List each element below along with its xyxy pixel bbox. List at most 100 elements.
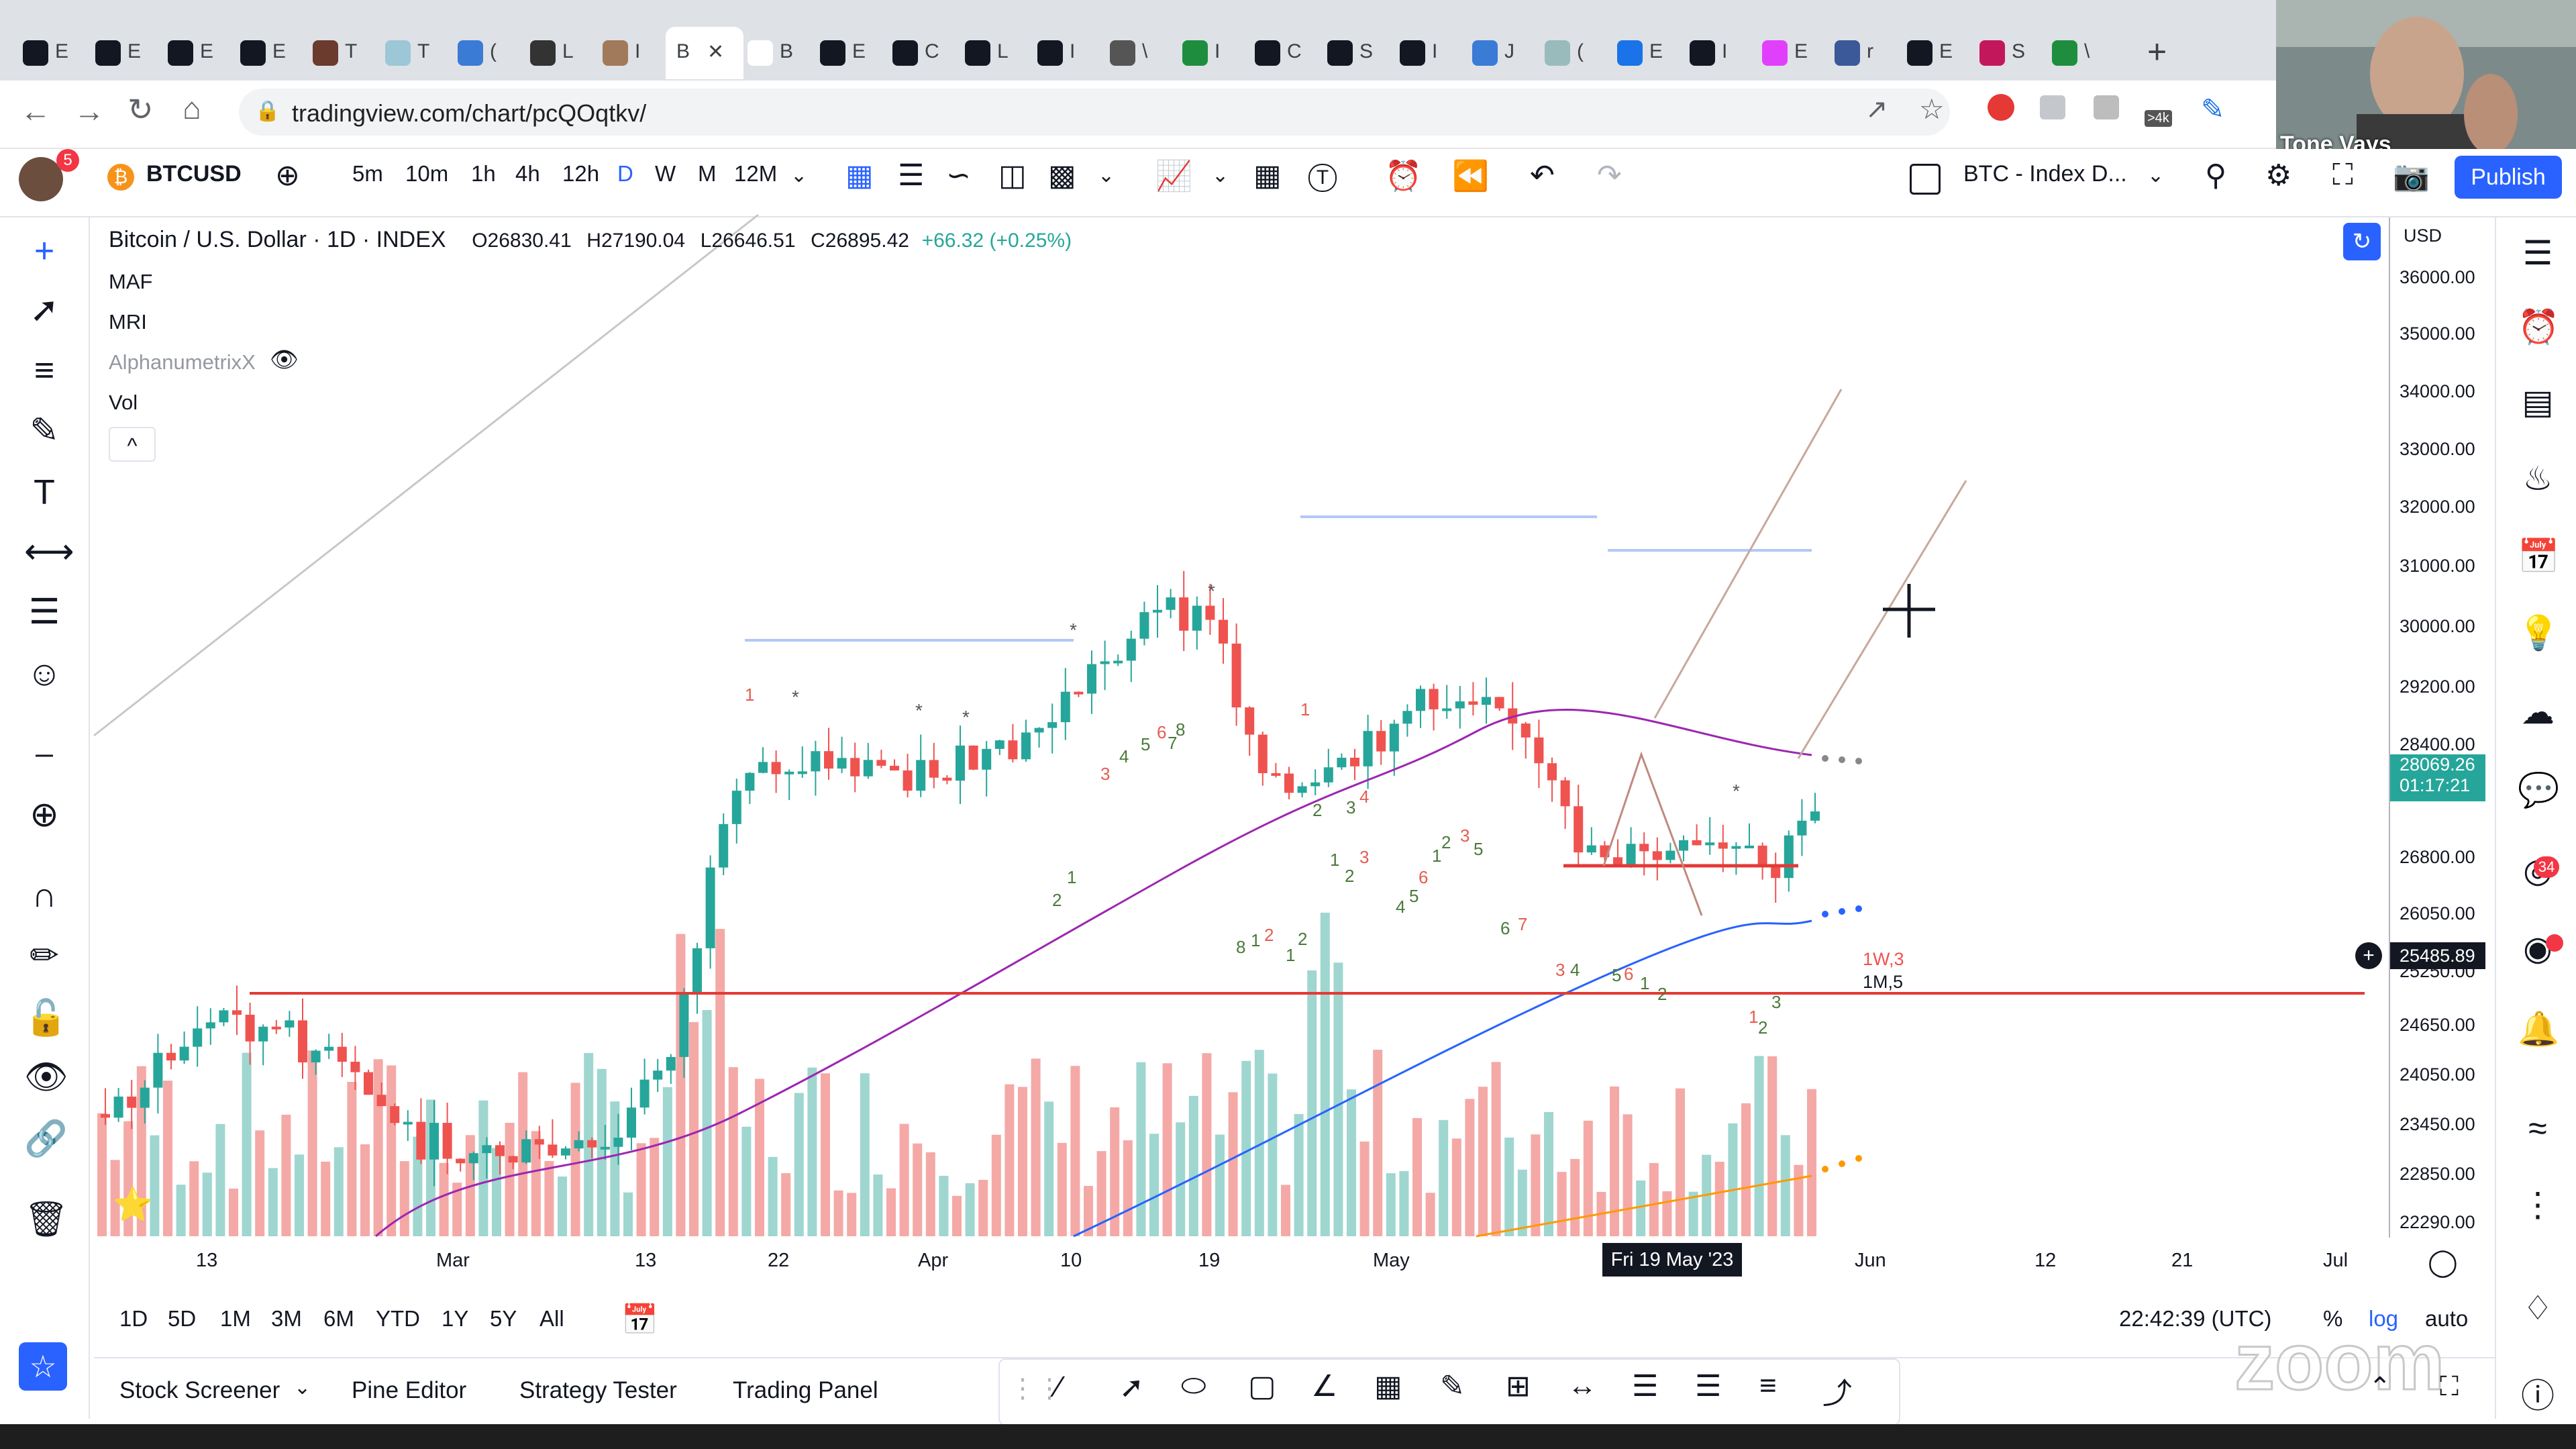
redo-icon[interactable]: ↷ bbox=[1597, 159, 1622, 192]
browser-tab-active[interactable]: B ✕ bbox=[666, 27, 743, 79]
range-ytd[interactable]: YTD bbox=[376, 1306, 420, 1331]
fullscreen-icon[interactable]: ⛶ bbox=[2332, 158, 2353, 191]
browser-tab[interactable]: I bbox=[1173, 27, 1240, 79]
watchlist-icon[interactable]: ☰ bbox=[2522, 234, 2553, 272]
browser-tab[interactable]: E bbox=[1608, 27, 1675, 79]
go-to-date-icon[interactable]: 📅 bbox=[621, 1303, 658, 1336]
range-3m[interactable]: 3M bbox=[271, 1306, 302, 1331]
reload-icon[interactable]: ↻ bbox=[127, 92, 154, 127]
fib-tool-icon[interactable]: ≡ bbox=[34, 351, 55, 390]
maximize-panel-icon[interactable]: ⌃ bbox=[2369, 1372, 2391, 1402]
home-icon[interactable]: ⌂ bbox=[183, 91, 201, 126]
compare-add-icon[interactable]: ⊕ bbox=[275, 159, 300, 192]
fd-path-icon[interactable]: ⤴ bbox=[1822, 1377, 1852, 1410]
range-all[interactable]: All bbox=[539, 1306, 564, 1331]
help-icon[interactable]: ⓘ bbox=[2521, 1377, 2555, 1415]
timeframe-10m[interactable]: 10m bbox=[405, 161, 449, 186]
browser-tab[interactable]: J bbox=[1463, 27, 1530, 79]
trend-line-tool-icon[interactable]: ➚ bbox=[30, 291, 59, 330]
browser-tab[interactable]: B bbox=[738, 27, 805, 79]
emoji-tool-icon[interactable]: ☺ bbox=[26, 654, 62, 693]
browser-tab[interactable]: ( bbox=[448, 27, 515, 79]
browser-tab[interactable]: C bbox=[1245, 27, 1312, 79]
line-chart-icon[interactable]: ∽ bbox=[946, 159, 971, 192]
browser-tab[interactable]: E bbox=[1898, 27, 1965, 79]
url-field[interactable] bbox=[239, 89, 1950, 136]
browser-tab[interactable]: L bbox=[521, 27, 588, 79]
extension-k-icon[interactable] bbox=[2094, 95, 2119, 119]
brush-tool-icon[interactable]: ✎ bbox=[30, 411, 59, 450]
zoom-in-tool-icon[interactable]: ⊕ bbox=[30, 795, 59, 834]
data-window-icon[interactable]: ▤ bbox=[2522, 383, 2554, 421]
trading-wave-icon[interactable]: ≈ bbox=[2528, 1109, 2547, 1147]
extension-pen-icon[interactable]: ✎ bbox=[2201, 93, 2225, 125]
indicator-vol[interactable]: Vol bbox=[109, 391, 138, 414]
close-tab-icon[interactable]: ✕ bbox=[707, 41, 725, 63]
fd-lines-icon[interactable]: ≡ bbox=[1759, 1369, 1777, 1402]
legend-collapse-button[interactable]: ^ bbox=[109, 427, 156, 462]
log-toggle[interactable]: log bbox=[2369, 1306, 2399, 1331]
percent-toggle[interactable]: % bbox=[2323, 1306, 2343, 1331]
timeframe-W[interactable]: W bbox=[655, 161, 676, 186]
indicators-icon[interactable]: 📈 bbox=[1155, 160, 1192, 193]
symbol-search[interactable]: BTCUSD bbox=[146, 161, 242, 187]
publish-button[interactable]: Publish bbox=[2455, 156, 2562, 199]
candles-icon[interactable]: ▦ bbox=[845, 159, 874, 192]
browser-tab[interactable]: I bbox=[1390, 27, 1457, 79]
price-axis[interactable] bbox=[2389, 217, 2491, 1238]
layout-name[interactable]: BTC - Index D... bbox=[1963, 161, 2127, 187]
panel-stock-screener[interactable]: Stock Screener bbox=[119, 1377, 280, 1403]
range-5y[interactable]: 5Y bbox=[490, 1306, 517, 1331]
indicator-maf[interactable]: MAF bbox=[109, 270, 153, 293]
layout-dropdown-icon[interactable]: ⌄ bbox=[2147, 164, 2165, 187]
back-icon[interactable]: ← bbox=[20, 93, 51, 128]
hidden-eye-icon[interactable]: 👁 bbox=[270, 347, 299, 372]
browser-tab[interactable]: I bbox=[1680, 27, 1747, 79]
screener-dropdown-icon[interactable]: ⌄ bbox=[294, 1377, 311, 1399]
fd-brush-icon[interactable]: ✎ bbox=[1440, 1370, 1465, 1403]
browser-tab[interactable]: E bbox=[13, 27, 81, 79]
fd-ellipse-icon[interactable]: ⬭ bbox=[1181, 1369, 1206, 1402]
replay-icon[interactable]: ⏪ bbox=[1452, 160, 1489, 193]
indicator-mri[interactable]: MRI bbox=[109, 310, 147, 334]
browser-tab[interactable]: \ bbox=[2043, 27, 2110, 79]
panel-pine-editor[interactable]: Pine Editor bbox=[352, 1377, 467, 1403]
browser-tab[interactable]: ( bbox=[1535, 27, 1602, 79]
timeframe-1h[interactable]: 1h bbox=[471, 161, 496, 186]
time-axis-settings-icon[interactable]: ◯ bbox=[2428, 1248, 2458, 1277]
favorites-star-icon[interactable]: ☆ bbox=[19, 1342, 67, 1391]
range-1d[interactable]: 1D bbox=[119, 1306, 148, 1331]
fd-fib-icon[interactable]: ☰ bbox=[1695, 1370, 1722, 1403]
currency-selector[interactable]: USD bbox=[2404, 226, 2442, 246]
forward-icon[interactable]: → bbox=[74, 93, 105, 128]
auto-toggle[interactable]: auto bbox=[2425, 1306, 2469, 1331]
chart-type-icon[interactable]: ▩ bbox=[1048, 159, 1076, 192]
fd-ray-icon[interactable]: ➚ bbox=[1119, 1371, 1144, 1404]
browser-tab[interactable]: S bbox=[1318, 27, 1385, 79]
utc-clock[interactable]: 22:42:39 (UTC) bbox=[2119, 1306, 2272, 1331]
timeframe-12h[interactable]: 12h bbox=[562, 161, 600, 186]
new-tab-button[interactable]: + bbox=[2147, 33, 2167, 70]
drawing-mode-icon[interactable]: ✏ bbox=[30, 936, 59, 975]
browser-tab[interactable]: I bbox=[593, 27, 660, 79]
fd-angle-icon[interactable]: ∠ bbox=[1311, 1370, 1338, 1403]
dom-icon[interactable]: ⋮ bbox=[2521, 1186, 2555, 1223]
trash-icon[interactable]: 🗑 bbox=[24, 1200, 69, 1239]
range-6m[interactable]: 6M bbox=[323, 1306, 354, 1331]
chat-icon[interactable]: 💬 bbox=[2518, 771, 2560, 809]
panel-strategy-tester[interactable]: Strategy Tester bbox=[519, 1377, 677, 1403]
settings-gear-icon[interactable]: ⚙ bbox=[2265, 159, 2292, 192]
timeframe-12M[interactable]: 12M bbox=[734, 161, 778, 186]
extension-gray-icon[interactable] bbox=[2040, 95, 2065, 119]
expand-icon[interactable]: ⛶ bbox=[2440, 1372, 2459, 1401]
add-alert-plus-icon[interactable]: + bbox=[2355, 942, 2382, 969]
layout-checkbox[interactable] bbox=[1910, 164, 1941, 195]
browser-tab[interactable]: \ bbox=[1100, 27, 1168, 79]
hotlists-fire-icon[interactable]: ♨ bbox=[2522, 460, 2553, 497]
range-5d[interactable]: 5D bbox=[168, 1306, 197, 1331]
extension-badge[interactable]: >4k bbox=[2145, 110, 2172, 127]
browser-tab[interactable]: E bbox=[86, 27, 153, 79]
fd-trendline-icon[interactable]: ∕ bbox=[1056, 1370, 1062, 1403]
text-tool-icon[interactable]: T bbox=[34, 473, 55, 512]
timeframe-M[interactable]: M bbox=[698, 161, 717, 186]
